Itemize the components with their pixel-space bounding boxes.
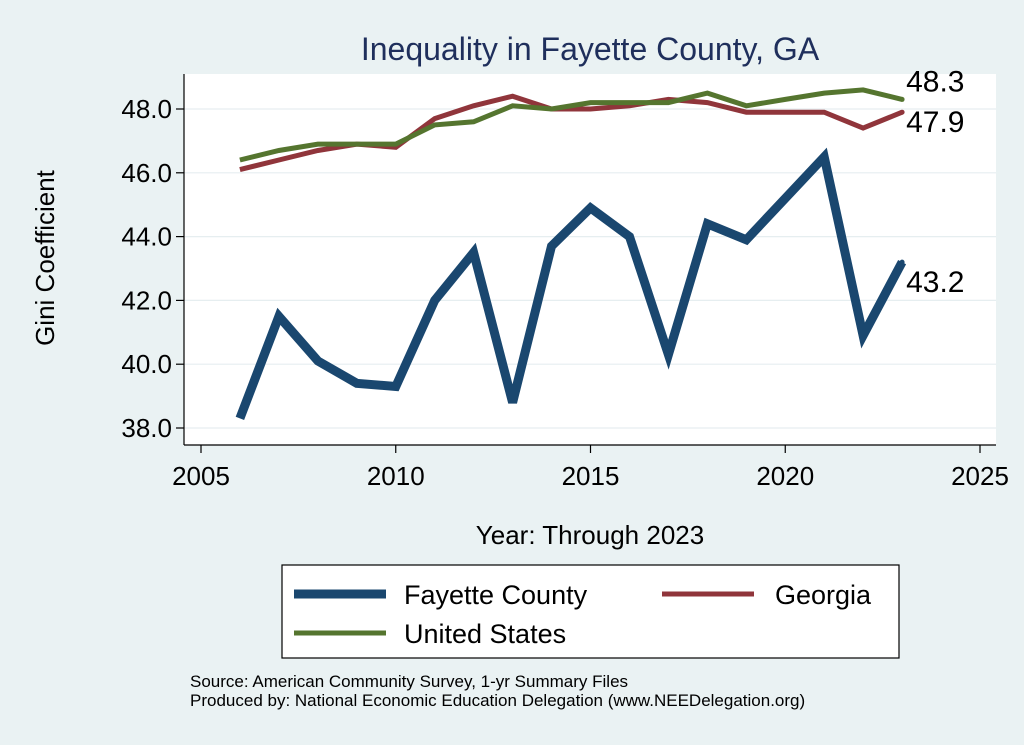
end-label-fayette: 43.2: [906, 266, 964, 299]
y-axis-label: Gini Coefficient: [30, 169, 60, 346]
end-label-us: 48.3: [906, 65, 964, 98]
y-tick-label: 42.0: [121, 285, 172, 315]
series-line-fayette: [235, 147, 907, 421]
source-note: Source: American Community Survey, 1-yr …: [190, 672, 629, 691]
legend-box: [281, 564, 900, 659]
x-axis-label: Year: Through 2023: [476, 520, 704, 550]
end-point-marker: [899, 259, 905, 265]
y-tick-label: 48.0: [121, 94, 172, 124]
x-tick-label: 2020: [756, 461, 814, 491]
produced-by-note: Produced by: National Economic Education…: [190, 691, 806, 710]
end-point-marker: [899, 96, 905, 102]
y-tick-label: 40.0: [121, 349, 172, 379]
y-tick-label: 38.0: [121, 413, 172, 443]
end-labels: 43.2 47.9 48.3: [899, 65, 964, 299]
x-tick-label: 2025: [951, 461, 1009, 491]
legend-label-georgia: Georgia: [775, 580, 872, 610]
legend-item-us: United States: [294, 619, 566, 649]
end-label-georgia: 47.9: [906, 106, 964, 139]
legend-item-fayette: Fayette County: [294, 580, 588, 610]
x-tick-label: 2015: [562, 461, 620, 491]
series-lines: [235, 87, 907, 421]
plot-area: [184, 74, 996, 445]
y-tick-label: 44.0: [121, 222, 172, 252]
legend-label-fayette: Fayette County: [404, 580, 588, 610]
legend-label-us: United States: [404, 619, 566, 649]
y-axis-ticks: 38.0 40.0 42.0 44.0 46.0 48.0: [121, 94, 184, 443]
x-tick-label: 2005: [172, 461, 230, 491]
series-line-us: [239, 87, 903, 163]
end-point-marker: [899, 109, 905, 115]
x-tick-label: 2010: [367, 461, 425, 491]
legend-item-georgia: Georgia: [662, 580, 872, 610]
chart-title: Inequality in Fayette County, GA: [361, 31, 820, 67]
x-axis-ticks: 2005 2010 2015 2020 2025: [172, 445, 1009, 491]
y-tick-label: 46.0: [121, 158, 172, 188]
